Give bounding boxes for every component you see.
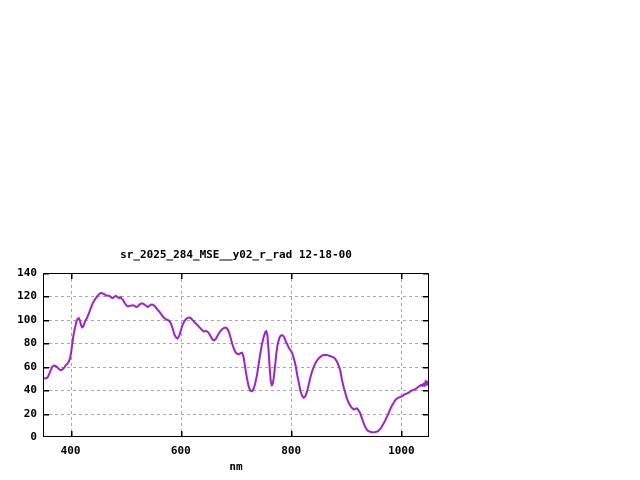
x-tick-label: 1000 (388, 444, 415, 457)
y-tick-label: 60 (23, 359, 37, 373)
plot-area (43, 273, 429, 437)
y-tick-label: 100 (17, 312, 37, 326)
y-tick-label: 120 (17, 289, 37, 303)
y-tick-label: 0 (30, 430, 37, 443)
spectrum-line (43, 291, 429, 434)
y-tick-label: 140 (17, 266, 37, 279)
chart-title: sr_2025_284_MSE__y02_r_rad 12-18-00 (120, 248, 352, 261)
spectrum-plot (43, 273, 429, 437)
x-tick-label: 600 (170, 444, 191, 457)
x-tick-label: 800 (281, 444, 302, 457)
x-axis-title: nm (229, 460, 243, 473)
y-tick-label: 20 (23, 406, 37, 420)
x-tick-label: 400 (60, 444, 81, 457)
plot-border (43, 273, 429, 437)
y-tick-label: 80 (23, 336, 37, 350)
y-tick-label: 40 (23, 383, 37, 397)
